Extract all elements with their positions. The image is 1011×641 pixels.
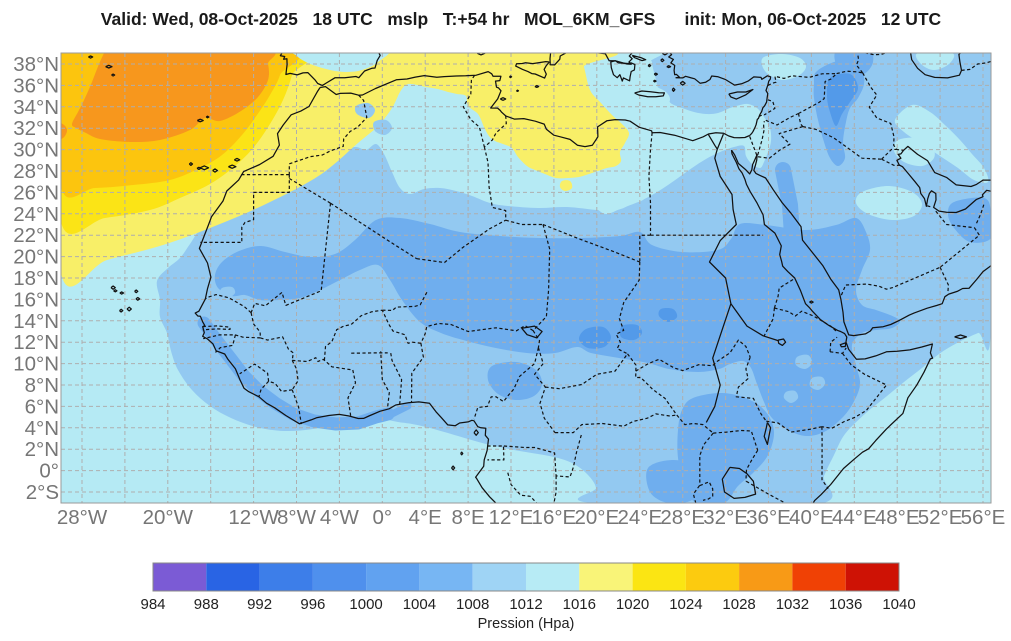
svg-text:0°: 0°	[372, 506, 392, 529]
svg-text:8°E: 8°E	[451, 506, 484, 529]
svg-text:26°N: 26°N	[13, 181, 59, 204]
svg-text:38°N: 38°N	[13, 53, 59, 76]
svg-text:1032: 1032	[776, 596, 809, 613]
svg-text:1016: 1016	[563, 596, 596, 613]
svg-text:12°N: 12°N	[13, 331, 59, 354]
svg-text:30°N: 30°N	[13, 139, 59, 162]
svg-text:8°W: 8°W	[277, 506, 317, 529]
svg-text:Pression (Hpa): Pression (Hpa)	[478, 616, 575, 632]
svg-text:1024: 1024	[669, 596, 702, 613]
svg-text:20°W: 20°W	[143, 506, 194, 529]
svg-text:56°E: 56°E	[961, 506, 1006, 529]
svg-text:48°E: 48°E	[875, 506, 920, 529]
svg-text:16°E: 16°E	[532, 506, 577, 529]
svg-text:988: 988	[194, 596, 219, 613]
svg-text:28°N: 28°N	[13, 160, 59, 183]
svg-text:4°E: 4°E	[409, 506, 442, 529]
svg-text:20°E: 20°E	[574, 506, 619, 529]
svg-text:1020: 1020	[616, 596, 649, 613]
svg-text:1004: 1004	[403, 596, 436, 613]
svg-text:1036: 1036	[829, 596, 862, 613]
svg-text:22°N: 22°N	[13, 224, 59, 247]
svg-text:16°N: 16°N	[13, 288, 59, 311]
svg-text:992: 992	[247, 596, 272, 613]
svg-text:52°E: 52°E	[918, 506, 963, 529]
svg-text:28°E: 28°E	[660, 506, 705, 529]
svg-text:6°N: 6°N	[25, 395, 59, 418]
svg-text:24°E: 24°E	[617, 506, 662, 529]
svg-text:Valid: Wed, 08-Oct-2025 18 U: Valid: Wed, 08-Oct-2025 18 UTC mslp T:+5…	[101, 9, 942, 29]
svg-text:0°: 0°	[39, 460, 59, 483]
svg-text:1040: 1040	[882, 596, 915, 613]
svg-text:1028: 1028	[722, 596, 755, 613]
svg-text:14°N: 14°N	[13, 310, 59, 333]
svg-text:12°W: 12°W	[228, 506, 279, 529]
svg-text:984: 984	[140, 596, 165, 613]
svg-text:1008: 1008	[456, 596, 489, 613]
svg-text:20°N: 20°N	[13, 246, 59, 269]
svg-text:18°N: 18°N	[13, 267, 59, 290]
svg-text:40°E: 40°E	[789, 506, 834, 529]
svg-text:2°S: 2°S	[26, 481, 59, 504]
svg-text:36°N: 36°N	[13, 74, 59, 97]
svg-text:36°E: 36°E	[746, 506, 791, 529]
svg-text:1012: 1012	[509, 596, 542, 613]
svg-text:4°N: 4°N	[25, 417, 59, 440]
svg-text:34°N: 34°N	[13, 96, 59, 119]
svg-text:2°N: 2°N	[25, 438, 59, 461]
svg-text:32°E: 32°E	[703, 506, 748, 529]
svg-text:1000: 1000	[349, 596, 382, 613]
svg-text:8°N: 8°N	[25, 374, 59, 397]
svg-text:28°W: 28°W	[57, 506, 108, 529]
svg-text:4°W: 4°W	[320, 506, 360, 529]
svg-text:996: 996	[300, 596, 325, 613]
svg-text:24°N: 24°N	[13, 203, 59, 226]
svg-text:32°N: 32°N	[13, 117, 59, 140]
svg-text:44°E: 44°E	[832, 506, 877, 529]
svg-text:10°N: 10°N	[13, 353, 59, 376]
svg-text:12°E: 12°E	[489, 506, 534, 529]
